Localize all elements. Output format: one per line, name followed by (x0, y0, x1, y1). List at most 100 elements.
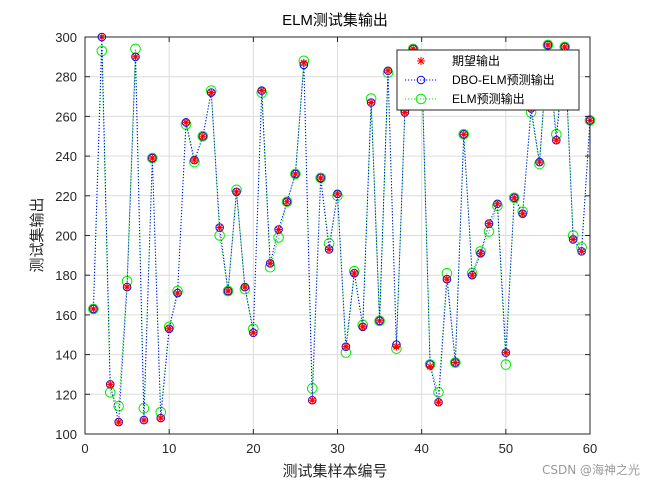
data-point (249, 328, 258, 337)
data-point (281, 196, 293, 208)
data-point (350, 269, 359, 278)
data-point (577, 247, 586, 256)
data-point (96, 45, 108, 57)
data-point (113, 400, 124, 412)
data-point (190, 156, 199, 165)
data-point (266, 259, 275, 268)
data-point (325, 245, 334, 254)
data-point (459, 130, 468, 139)
legend-marker (415, 93, 427, 105)
data-point (222, 285, 234, 297)
x-axis-label: 测试集样本编号 (282, 462, 387, 480)
data-point (165, 324, 174, 333)
data-point (451, 358, 460, 367)
data-point (341, 342, 350, 351)
legend-item-2: DBO-ELM预测输出 (405, 72, 555, 87)
data-point (493, 199, 502, 208)
y-tick-label: 100 (55, 427, 77, 442)
data-point (500, 359, 512, 370)
data-point (131, 52, 140, 61)
series-1 (89, 33, 594, 427)
data-point (114, 418, 123, 427)
data-point (392, 342, 401, 351)
y-tick-label: 140 (55, 348, 77, 363)
data-point (409, 44, 418, 53)
data-point (316, 173, 325, 182)
data-point (224, 287, 233, 296)
data-point (476, 249, 485, 258)
data-point (384, 66, 392, 75)
data-point (290, 168, 301, 180)
data-point (358, 322, 367, 331)
legend-item-1: 期望输出 (417, 53, 500, 68)
data-point (291, 169, 300, 178)
legend-label: ELM预测输出 (452, 91, 525, 106)
data-point (274, 225, 283, 234)
data-point (442, 275, 451, 284)
data-point (148, 154, 157, 163)
data-point (139, 416, 148, 425)
series-line (92, 36, 591, 423)
x-tick-label: 20 (246, 441, 260, 456)
chart-title: ELM测试集输出 (282, 12, 388, 29)
data-point (123, 283, 132, 292)
legend-marker (416, 75, 426, 85)
legend: 期望输出 DBO-ELM预测输出 ELM预测输出 (396, 49, 580, 111)
data-point (88, 303, 99, 315)
x-tick-label: 30 (330, 441, 344, 456)
data-point (367, 98, 376, 107)
data-point (173, 289, 182, 298)
data-point (232, 187, 241, 196)
data-point (156, 414, 165, 423)
y-tick-label: 260 (55, 109, 77, 124)
data-point (518, 209, 527, 218)
y-tick-label: 200 (55, 229, 77, 244)
y-tick-label: 220 (55, 189, 77, 204)
data-point (283, 197, 291, 206)
data-point (182, 118, 190, 127)
data-point (485, 219, 493, 228)
data-point (333, 189, 342, 198)
data-point (426, 362, 435, 371)
y-tick-label: 120 (55, 387, 77, 402)
data-point (468, 271, 477, 280)
data-point (560, 42, 569, 51)
data-point (510, 193, 519, 202)
x-tick-label: 0 (81, 441, 88, 456)
y-tick-label: 180 (55, 268, 77, 283)
data-point (434, 398, 443, 407)
data-point (240, 283, 249, 292)
data-point (375, 316, 384, 325)
legend-label: 期望输出 (452, 53, 500, 68)
x-tick-label: 10 (162, 441, 176, 456)
x-tick-label: 40 (414, 441, 428, 456)
legend-box (396, 49, 580, 111)
y-tick-label: 300 (55, 30, 77, 45)
ticks: 0 10 20 30 40 50 60 100 120 140 160 180 200 220 240 260… (55, 30, 597, 456)
x-tick-label: 50 (499, 441, 513, 456)
data-point (400, 108, 409, 117)
data-point (89, 304, 98, 313)
data-point (508, 192, 520, 204)
data-point (308, 396, 317, 405)
y-tick-label: 240 (55, 149, 77, 164)
data-point (569, 235, 578, 244)
data-point (106, 380, 115, 389)
data-point (299, 58, 308, 67)
legend-item-3: ELM预测输出 (405, 91, 525, 106)
data-point (535, 158, 544, 167)
data-point (197, 130, 209, 142)
data-point (198, 132, 207, 141)
data-point (543, 40, 552, 49)
data-point (552, 136, 561, 145)
data-point (215, 223, 224, 232)
y-axis-label: 测试集输出 (28, 197, 46, 272)
series-layer (88, 32, 596, 427)
y-tick-label: 280 (55, 70, 77, 85)
data-point (501, 348, 510, 357)
data-point (257, 86, 266, 95)
y-tick-label: 160 (55, 308, 77, 323)
data-point (207, 88, 216, 97)
watermark: CSDN @海神之光 (542, 462, 640, 477)
